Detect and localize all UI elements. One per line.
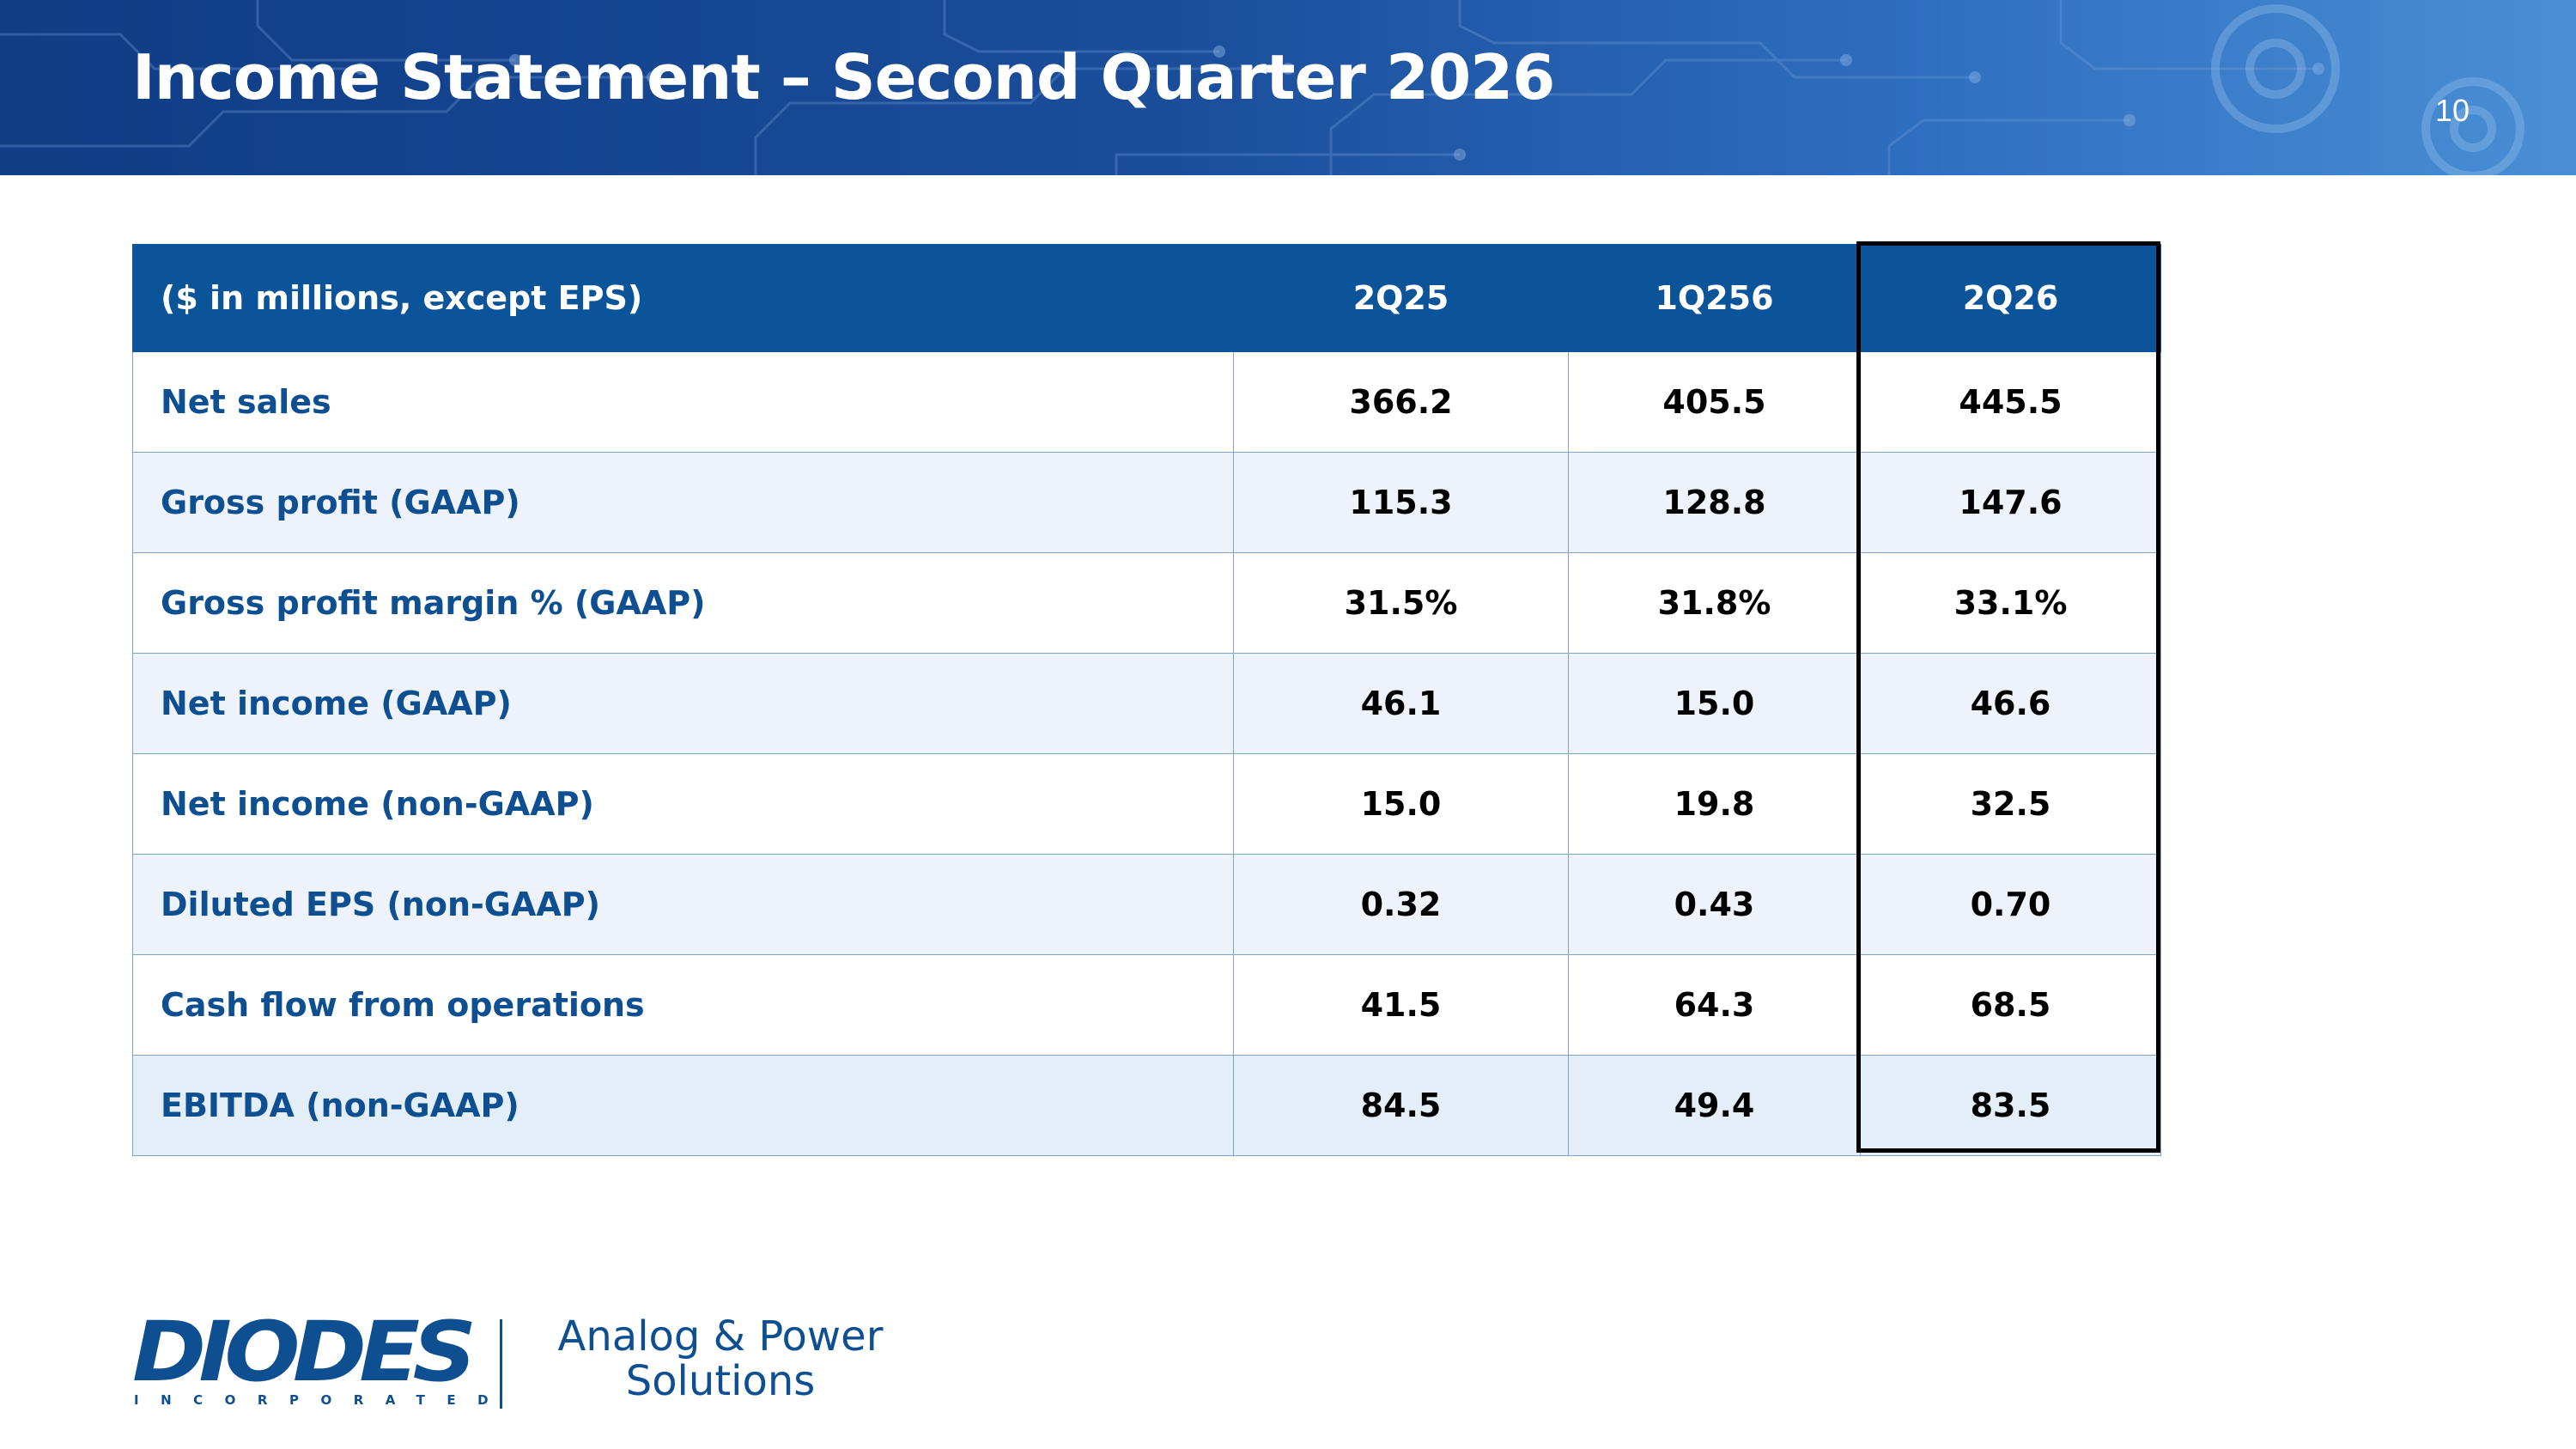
income-statement-table: ($ in millions, except EPS) 2Q25 1Q256 2… xyxy=(132,244,2161,1156)
cell-1q256: 405.5 xyxy=(1568,351,1861,453)
logo-divider xyxy=(500,1319,502,1409)
cell-2q26: 33.1% xyxy=(1860,552,2161,654)
column-header-2q26: 2Q26 xyxy=(1860,244,2161,352)
table-row: Cash flow from operations 41.5 64.3 68.5 xyxy=(132,954,2161,1056)
row-label: Net sales xyxy=(132,351,1234,453)
slide-title: Income Statement – Second Quarter 2026 xyxy=(132,41,1555,113)
cell-2q26: 0.70 xyxy=(1860,854,2161,955)
table-row: EBITDA (non-GAAP) 84.5 49.4 83.5 xyxy=(132,1055,2161,1156)
cell-1q256: 0.43 xyxy=(1568,854,1861,955)
cell-2q25: 84.5 xyxy=(1233,1055,1569,1156)
cell-2q26: 147.6 xyxy=(1860,452,2161,553)
cell-1q256: 128.8 xyxy=(1568,452,1861,553)
cell-2q25: 115.3 xyxy=(1233,452,1569,553)
cell-2q25: 15.0 xyxy=(1233,753,1569,855)
cell-2q25: 31.5% xyxy=(1233,552,1569,654)
logo-wordmark: DIODES xyxy=(132,1304,477,1400)
table-header-row: ($ in millions, except EPS) 2Q25 1Q256 2… xyxy=(132,244,2161,352)
table-row: Gross profit (GAAP) 115.3 128.8 147.6 xyxy=(132,452,2161,553)
circuit-pattern-background xyxy=(0,0,2524,175)
table-row: Gross profit margin % (GAAP) 31.5% 31.8%… xyxy=(132,552,2161,654)
row-label: Net income (non-GAAP) xyxy=(132,753,1234,855)
row-label: Diluted EPS (non-GAAP) xyxy=(132,854,1234,955)
tagline-line-2: Solutions xyxy=(625,1357,816,1405)
diodes-logo: DIODES INCORPORATED Analog & Power Solut… xyxy=(132,1311,991,1414)
cell-2q26: 32.5 xyxy=(1860,753,2161,855)
cell-2q25: 0.32 xyxy=(1233,854,1569,955)
gear-graphic xyxy=(2211,4,2524,175)
cell-1q256: 15.0 xyxy=(1568,653,1861,754)
table-row: Net income (non-GAAP) 15.0 19.8 32.5 xyxy=(132,753,2161,855)
table-row: Net income (GAAP) 46.1 15.0 46.6 xyxy=(132,653,2161,754)
cell-1q256: 31.8% xyxy=(1568,552,1861,654)
column-header-1q256: 1Q256 xyxy=(1568,244,1861,352)
column-header-2q25: 2Q25 xyxy=(1233,244,1569,352)
row-label: Cash flow from operations xyxy=(132,954,1234,1056)
logo-tagline: Analog & Power Solutions xyxy=(519,1314,922,1403)
cell-1q256: 19.8 xyxy=(1568,753,1861,855)
cell-2q26: 46.6 xyxy=(1860,653,2161,754)
header-label: ($ in millions, except EPS) xyxy=(132,244,1234,352)
cell-2q25: 46.1 xyxy=(1233,653,1569,754)
cell-2q25: 366.2 xyxy=(1233,351,1569,453)
cell-1q256: 49.4 xyxy=(1568,1055,1861,1156)
cell-2q26: 445.5 xyxy=(1860,351,2161,453)
title-banner: Income Statement – Second Quarter 2026 1… xyxy=(0,0,2576,175)
cell-1q256: 64.3 xyxy=(1568,954,1861,1056)
row-label: EBITDA (non-GAAP) xyxy=(132,1055,1234,1156)
page-number: 10 xyxy=(2435,93,2470,128)
row-label: Net income (GAAP) xyxy=(132,653,1234,754)
cell-2q26: 83.5 xyxy=(1860,1055,2161,1156)
row-label: Gross profit (GAAP) xyxy=(132,452,1234,553)
tagline-line-1: Analog & Power xyxy=(557,1312,884,1361)
cell-2q26: 68.5 xyxy=(1860,954,2161,1056)
table-row: Diluted EPS (non-GAAP) 0.32 0.43 0.70 xyxy=(132,854,2161,955)
table-row: Net sales 366.2 405.5 445.5 xyxy=(132,351,2161,453)
logo-subtext: INCORPORATED xyxy=(134,1392,511,1408)
cell-2q25: 41.5 xyxy=(1233,954,1569,1056)
row-label: Gross profit margin % (GAAP) xyxy=(132,552,1234,654)
